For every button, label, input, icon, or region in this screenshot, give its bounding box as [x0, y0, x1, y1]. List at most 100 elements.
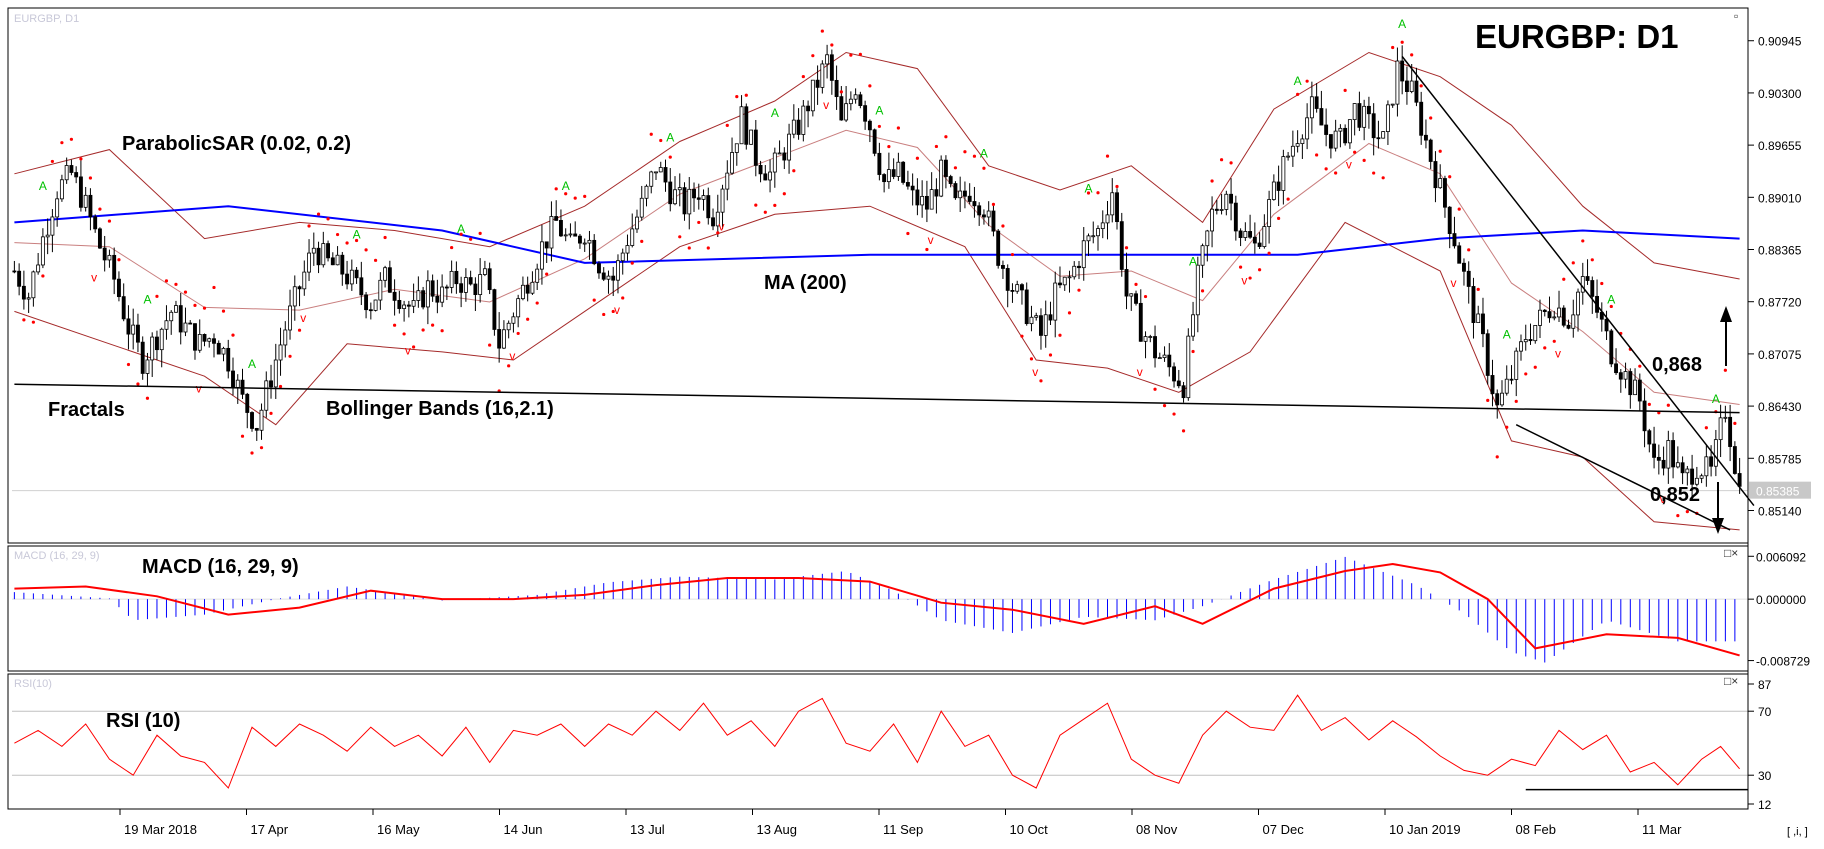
candle-body: [107, 254, 112, 261]
candle-body: [582, 242, 587, 245]
candle-body: [1542, 309, 1547, 312]
sar-dot: [478, 231, 482, 235]
sar-dot: [316, 212, 321, 216]
candle-body: [1637, 379, 1642, 402]
candle-body: [1623, 371, 1628, 380]
sar-dot: [183, 290, 188, 294]
sar-dot: [1353, 150, 1357, 154]
candle-body: [1723, 416, 1728, 419]
candle-body: [706, 195, 711, 219]
candle-body: [411, 300, 416, 307]
candle-body: [212, 338, 216, 344]
candle-body: [1252, 236, 1257, 244]
sar-dot: [744, 93, 748, 97]
candle-body: [297, 286, 302, 290]
sar-dot: [706, 246, 710, 250]
candle-body: [1647, 430, 1652, 445]
main-panel[interactable]: [7, 7, 1749, 544]
label-rsi: RSI (10): [106, 710, 180, 732]
candle-body: [421, 290, 426, 308]
candle-body: [36, 264, 41, 273]
candle-body: [1319, 108, 1324, 126]
sar-dot: [934, 144, 939, 149]
candle-body: [825, 54, 830, 65]
candle-body: [121, 296, 126, 320]
candle-body: [891, 169, 896, 177]
sar-dot: [1543, 346, 1547, 350]
candle-body: [1143, 336, 1148, 342]
candle-body: [820, 63, 825, 88]
candle-body: [1713, 439, 1718, 467]
candle-body: [207, 338, 212, 342]
fractals: Av Av Av Av Av Av Av Av Av Av Av Av Av Av Av Av A: [39, 17, 1720, 506]
macd-tick-label: 0.000000: [1756, 593, 1806, 607]
sar-dot: [469, 237, 473, 241]
candle-body: [1618, 372, 1623, 380]
candle-body: [1276, 181, 1281, 191]
candle-body: [639, 197, 644, 218]
candle-body: [1048, 314, 1053, 321]
candle-body: [31, 271, 36, 299]
candle-body: [1162, 354, 1167, 359]
candle-body: [1343, 127, 1348, 144]
candle-body: [425, 280, 430, 308]
sar-dot: [202, 306, 207, 310]
candle-body: [1661, 459, 1666, 469]
sar-dot: [79, 157, 83, 161]
sar-dot: [1172, 412, 1176, 416]
candle-body: [1362, 105, 1367, 128]
sar-dot: [1010, 252, 1015, 257]
price-tick-label: 0.88365: [1758, 244, 1802, 258]
candle-body: [1172, 366, 1176, 382]
sar-dot: [1096, 191, 1100, 195]
sar-dot: [1457, 207, 1461, 211]
candle-body: [478, 274, 483, 295]
candle-body: [1352, 103, 1357, 121]
sar-dot: [1495, 455, 1499, 459]
fractal-down-icon: v: [1241, 273, 1247, 287]
candle-body: [40, 236, 45, 266]
candle-body: [711, 217, 715, 227]
rsi-tick-label: 70: [1758, 705, 1772, 719]
rsi-panel-close-icons[interactable]: □×: [1724, 674, 1738, 688]
sar-dot: [801, 74, 805, 79]
candle-body: [188, 322, 193, 325]
candle-body: [368, 309, 373, 312]
candle-body: [977, 205, 982, 216]
sar-dot: [240, 434, 245, 438]
candle-body: [406, 304, 411, 307]
candle-body: [801, 105, 806, 135]
candle-body: [1338, 127, 1343, 132]
candle-body: [1476, 313, 1481, 324]
candle-body: [763, 173, 768, 181]
candle-body: [444, 286, 449, 289]
sar-dot: [164, 279, 169, 283]
candle-body: [1690, 468, 1695, 485]
sar-dot: [31, 320, 35, 324]
candle-body: [549, 216, 554, 249]
sar-dot: [221, 309, 226, 313]
main-panel-close-icon[interactable]: ▫: [1734, 9, 1738, 23]
chart-title: EURGBP: D1: [1475, 18, 1679, 55]
candle-body: [1656, 456, 1661, 461]
candle-body: [701, 195, 706, 200]
sar-dot: [421, 328, 425, 332]
corner-icon[interactable]: [ ,i, ]: [1787, 826, 1808, 838]
candle-body: [459, 283, 464, 293]
macd-tick-label: 0.006092: [1756, 550, 1806, 564]
sar-dot: [507, 364, 511, 368]
candle-body: [896, 161, 901, 177]
sar-dot: [602, 312, 606, 317]
candle-body: [278, 344, 283, 361]
candle-body: [1400, 60, 1405, 82]
candle-body: [654, 171, 658, 174]
sar-dot: [1391, 45, 1395, 50]
candle-body: [340, 254, 345, 275]
candle-body: [687, 188, 692, 215]
fractal-up-icon: A: [771, 106, 779, 120]
candle-body: [958, 190, 963, 199]
candle-body: [468, 277, 473, 285]
candle-body: [991, 210, 996, 232]
macd-panel-close-icons[interactable]: □×: [1724, 546, 1738, 560]
candle-body: [159, 328, 164, 351]
